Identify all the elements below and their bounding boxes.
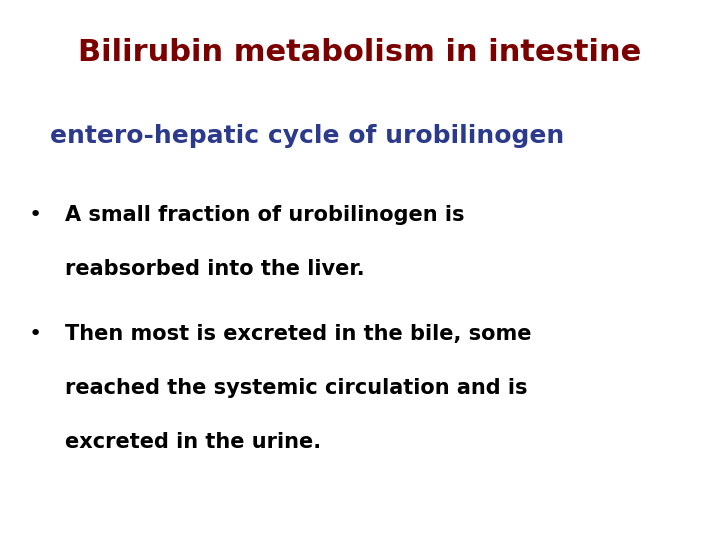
Text: excreted in the urine.: excreted in the urine. <box>65 432 321 452</box>
Text: •: • <box>29 324 42 344</box>
Text: •: • <box>29 205 42 225</box>
Text: A small fraction of urobilinogen is: A small fraction of urobilinogen is <box>65 205 464 225</box>
Text: entero-hepatic cycle of urobilinogen: entero-hepatic cycle of urobilinogen <box>50 124 564 148</box>
Text: Then most is excreted in the bile, some: Then most is excreted in the bile, some <box>65 324 531 344</box>
Text: reached the systemic circulation and is: reached the systemic circulation and is <box>65 378 527 398</box>
Text: Bilirubin metabolism in intestine: Bilirubin metabolism in intestine <box>78 38 642 67</box>
Text: reabsorbed into the liver.: reabsorbed into the liver. <box>65 259 364 279</box>
